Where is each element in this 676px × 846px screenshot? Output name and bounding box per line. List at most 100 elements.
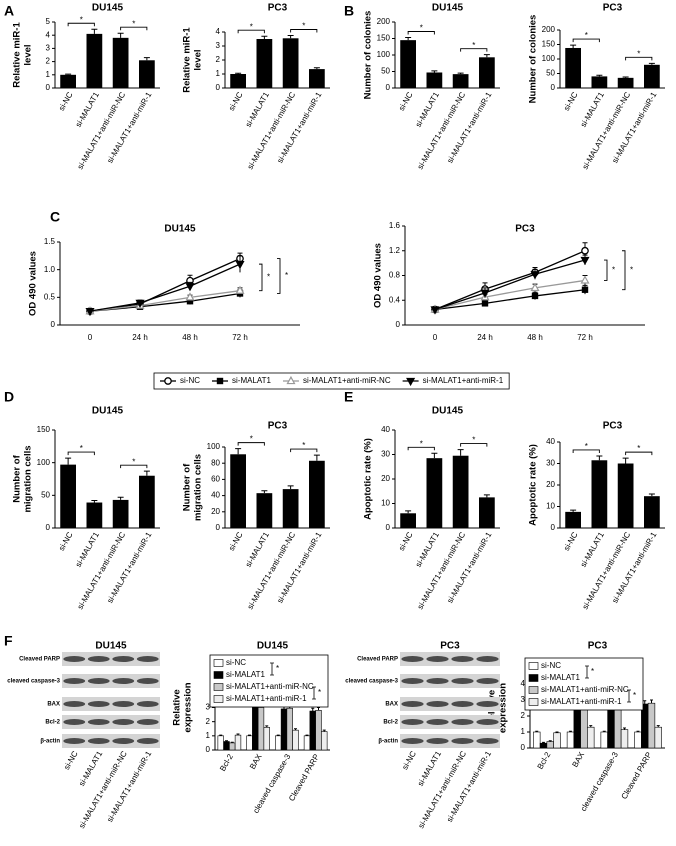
x-tick-label: si-MALAT1 [244, 530, 272, 569]
blot-band [136, 719, 159, 725]
blot-band [426, 678, 449, 684]
bar [607, 706, 615, 749]
blot-band [401, 678, 424, 684]
error-bar [313, 67, 320, 70]
x-tick-label: 48 h [527, 333, 543, 342]
error-bar [311, 707, 315, 712]
error-bar [596, 455, 603, 461]
blot-band [87, 738, 110, 744]
significance-bracket [67, 22, 95, 27]
significance-label: * [612, 265, 615, 274]
x-tick-label: Cleaved PARP [620, 751, 654, 801]
x-tick-label: si-MALAT1 [579, 530, 607, 569]
y-tick-label: 1.2 [389, 246, 401, 255]
legend-label: si-MALAT1 [232, 376, 272, 385]
legend-label: si-MALAT1+anti-miR-1 [226, 694, 307, 703]
blot-band [63, 738, 86, 744]
significance-label: * [318, 688, 321, 697]
significance-label: * [637, 444, 640, 453]
panel-label: F [4, 633, 13, 649]
significance-label: * [633, 691, 636, 700]
significance-bracket [259, 263, 263, 292]
x-tick-label: si-MALAT1+anti-miR-NC [581, 530, 633, 611]
line [89, 290, 241, 312]
x-tick-label: 0 [88, 333, 93, 342]
y-axis-label: Apoptotic rate (%) [528, 444, 539, 526]
marker [185, 292, 195, 301]
significance-bracket [120, 26, 148, 31]
significance-bracket [604, 259, 608, 281]
bar [282, 38, 299, 88]
error-bar [265, 725, 269, 728]
y-tick-label: 150 [377, 34, 391, 43]
y-tick-label: 10 [381, 499, 390, 508]
y-axis-label: Relative miR-1 [12, 22, 23, 88]
legend-swatch [528, 662, 539, 670]
bar [587, 726, 595, 749]
chart-title: DU145 [92, 3, 124, 14]
bar [400, 513, 416, 528]
y-tick-label: 3 [216, 41, 221, 50]
marker [186, 298, 194, 305]
error-bar [143, 470, 150, 476]
y-tick-label: 3 [206, 703, 211, 712]
bar [252, 705, 259, 751]
y-tick-label: 0.5 [44, 292, 56, 301]
significance-bracket [290, 29, 318, 33]
legend-swatch [213, 659, 224, 667]
blot-band [87, 656, 110, 662]
error-bar [589, 725, 593, 728]
y-tick-label: 1 [46, 70, 51, 79]
chart-title: PC3 [268, 3, 288, 14]
error-bar [405, 510, 412, 514]
x-tick-label: cleaved caspase-3 [579, 750, 620, 813]
error-bar [622, 76, 629, 78]
error-bar [636, 730, 640, 732]
marker [135, 299, 145, 308]
error-bar [656, 725, 660, 728]
error-bar [555, 731, 559, 733]
blot-title: DU145 [95, 641, 127, 652]
error-bar [483, 54, 490, 58]
blot-row-label: Bcl-2 [45, 720, 60, 726]
significance-bracket [585, 665, 589, 679]
significance-label: * [80, 15, 83, 24]
blot-band [112, 701, 135, 707]
y-tick-label: 1 [216, 69, 221, 78]
line [89, 263, 241, 312]
x-tick-label: si-MALAT1+anti-miR-NC [416, 749, 468, 830]
bar [452, 74, 469, 88]
blot-band [87, 719, 110, 725]
bar [641, 703, 649, 749]
x-tick-label: si-MALAT1+anti-miR-NC [76, 90, 128, 171]
y-axis-label: Number of [12, 454, 23, 502]
panel-label: B [344, 3, 354, 19]
bar [309, 460, 325, 528]
bar [217, 735, 224, 751]
marker [430, 306, 440, 315]
bar [256, 39, 273, 88]
bar [539, 742, 548, 749]
bar [246, 735, 253, 751]
bar [533, 731, 541, 749]
significance-label: * [472, 41, 475, 50]
significance-label: * [250, 435, 253, 444]
y-axis-label: expression [183, 682, 194, 732]
y-axis-label: OD 490 values [28, 251, 39, 316]
bar [565, 511, 581, 528]
bar [257, 707, 265, 751]
bar [565, 47, 581, 88]
significance-label: * [285, 271, 288, 280]
error-bar [91, 28, 98, 34]
y-tick-label: 0 [386, 523, 391, 532]
x-tick-label: si-MALAT1+anti-miR-NC [76, 530, 128, 611]
marker [185, 283, 195, 292]
error-bar [236, 733, 240, 736]
error-bar [542, 741, 545, 744]
bar [286, 707, 293, 751]
legend-swatch [528, 698, 539, 706]
significance-label: * [591, 667, 594, 676]
legend-marker [216, 377, 224, 385]
blot-row-label: Bcl-2 [383, 720, 398, 726]
chart-title: PC3 [603, 3, 623, 14]
